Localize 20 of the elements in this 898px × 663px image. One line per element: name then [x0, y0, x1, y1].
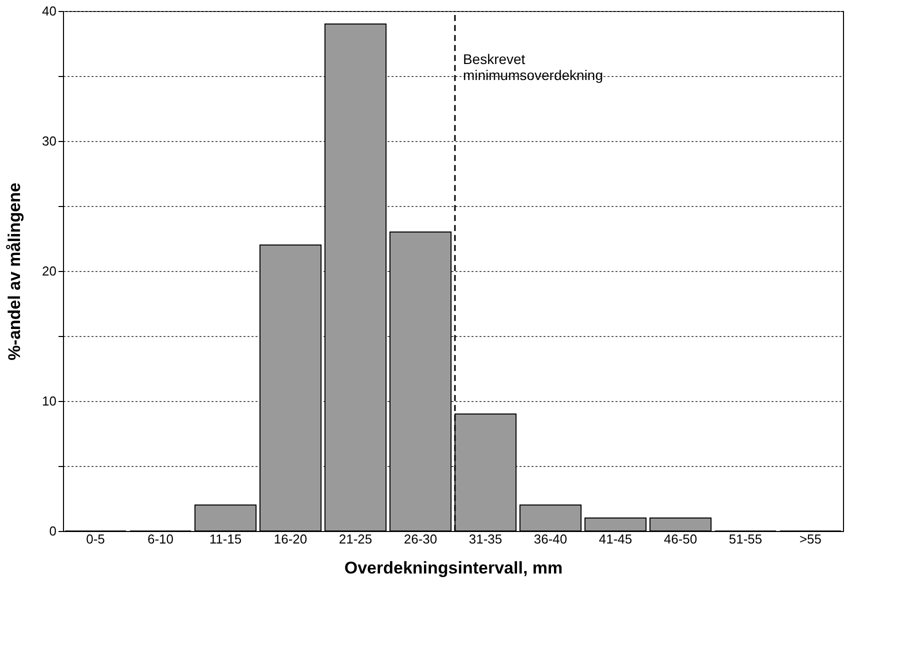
x-tick-label: 11-15: [209, 532, 242, 546]
x-tick-label: 0-5: [86, 532, 105, 546]
x-tick-label: 26-30: [404, 532, 438, 546]
ref-line-label: Beskrevet minimumsoverdekning: [462, 51, 604, 83]
x-tick-label: 36-40: [534, 532, 568, 546]
x-tick-label: 51-55: [728, 532, 762, 546]
x-axis-title: Overdekningsintervall, mm: [344, 558, 563, 578]
y-tick-label: 30: [42, 134, 56, 148]
x-tick-label: 46-50: [664, 532, 698, 546]
x-tick-label: 41-45: [598, 532, 632, 546]
y-tick-label: 20: [42, 264, 56, 278]
y-tick-label: 10: [42, 394, 56, 408]
x-tick-label: 6-10: [147, 532, 174, 546]
x-tick-label: 31-35: [468, 532, 502, 546]
y-tick-label: 40: [42, 4, 56, 18]
y-tick-label: 0: [49, 524, 56, 538]
x-tick-label: >55: [799, 532, 822, 546]
y-axis-title: %-andel av målingene: [5, 182, 24, 360]
x-tick-label: 21-25: [338, 532, 372, 546]
x-tick-label: 16-20: [274, 532, 308, 546]
